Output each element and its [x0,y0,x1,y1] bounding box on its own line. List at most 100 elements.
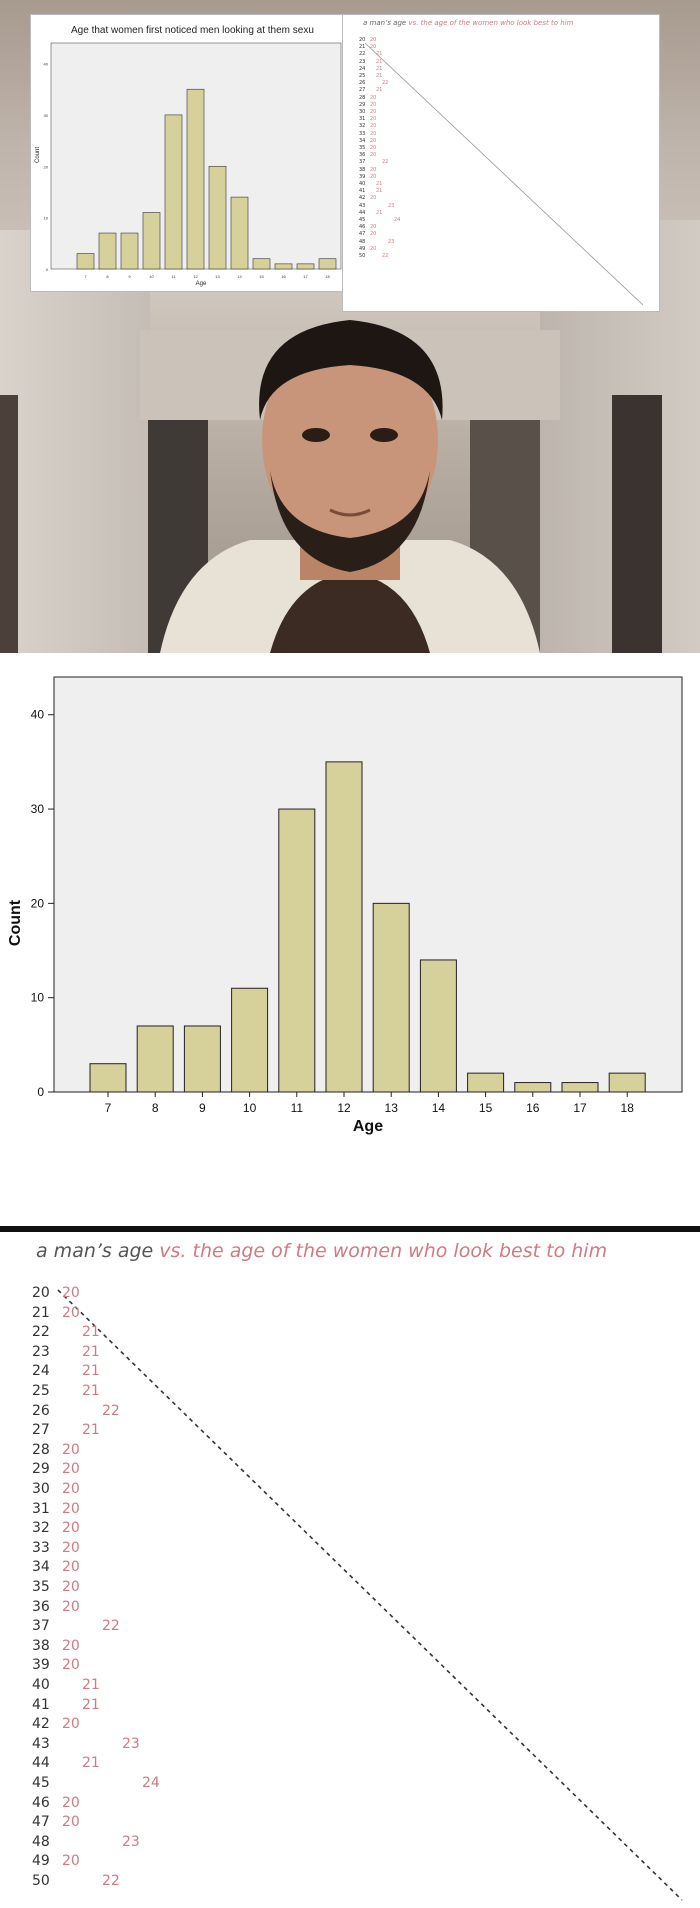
thumbnail-bar [274,263,293,270]
woman-age: 20 [370,152,377,159]
age-row: 49 20 [32,1852,80,1871]
thumbnail-bar [296,263,315,270]
bar-chart: Count Age 0 10 20 30 40 7 8 9 10 11 12 13 14 15 16 17 18 [7,676,683,1135]
thumbnail-bar [208,165,227,270]
y-axis-label: Count [7,899,24,946]
plot-area [53,676,683,1093]
age-row: 20 20 [359,37,376,44]
age-row: 50 22 [32,1872,120,1891]
woman-age: 21 [376,188,383,195]
thumbnail-bar [142,212,161,270]
age-row: 39 20 [32,1656,80,1675]
thumbnail-x-tick-label: 11 [171,274,176,279]
man-age: 42 [32,1716,50,1733]
woman-age: 20 [370,94,377,101]
woman-age: 22 [382,159,389,166]
age-row: 31 20 [32,1500,80,1519]
age-row: 41 21 [359,188,382,195]
thumbnail-x-tick-label: 9 [128,274,131,279]
woman-age: 21 [82,1324,100,1341]
age-row: 33 20 [32,1539,80,1558]
age-row: 42 20 [32,1715,80,1734]
woman-age: 21 [82,1363,100,1380]
age-row: 50 22 [359,253,388,260]
x-tick-label: 16 [526,1101,540,1115]
man-age: 43 [32,1735,50,1752]
thumbnail-x-axis-label: Age [196,281,207,287]
bar [372,902,410,1093]
thumbnail-bar [76,253,95,270]
woman-age: 21 [82,1343,100,1360]
woman-age: 21 [376,87,383,94]
woman-age: 20 [62,1481,80,1497]
age-row: 43 23 [32,1735,140,1754]
thumbnail-bar [318,258,337,270]
age-row: 31 20 [359,116,376,123]
x-tick-label: 15 [479,1101,493,1115]
man-age: 40 [359,181,366,187]
man-age: 45 [359,217,366,223]
bar [231,987,269,1093]
man-age: 38 [32,1637,50,1654]
man-age: 41 [359,188,366,195]
age-row: 35 20 [359,145,376,152]
woman-age: 21 [376,65,383,72]
woman-age: 20 [370,130,377,137]
woman-age: 20 [370,231,377,238]
thumbnail-y-tick-label: 10 [44,216,49,221]
man-age: 31 [32,1500,50,1517]
bar [278,808,316,1093]
woman-age: 20 [62,1500,80,1517]
thumbnail-y-tick-label: 40 [44,62,49,67]
man-age: 29 [32,1461,50,1478]
section-divider [0,1226,700,1232]
woman-age: 21 [376,73,383,79]
man-age: 23 [32,1343,50,1360]
man-age: 27 [359,87,366,94]
y-tick-label: 10 [31,991,45,1005]
age-row: 26 22 [32,1402,120,1421]
x-axis-label: Age [353,1118,383,1135]
age-row: 22 21 [359,51,382,58]
man-age: 42 [359,195,366,202]
bar [183,1025,221,1093]
woman-age: 20 [370,137,377,144]
man-age: 45 [32,1775,50,1791]
age-row: 29 20 [359,102,376,109]
man-age: 48 [32,1833,50,1850]
thumbnail-x-tick-label: 12 [193,274,198,279]
age-row: 21 20 [359,44,376,51]
man-age: 34 [32,1559,50,1576]
man-age: 20 [359,37,366,43]
man-age: 26 [32,1402,50,1419]
man-age: 20 [32,1285,50,1301]
age-row: 48 23 [32,1833,140,1852]
woman-age: 20 [62,1637,80,1654]
woman-age: 20 [370,173,377,180]
x-tick-label: 13 [385,1101,399,1115]
x-tick-label: 9 [199,1101,206,1115]
thumbnail-x-tick-label: 17 [303,274,308,279]
thumbnail-x-tick-label: 14 [237,274,242,279]
woman-age: 22 [102,1402,120,1419]
age-row: 27 21 [359,87,382,94]
age-row: 32 20 [32,1519,80,1538]
y-tick-label: 30 [31,802,45,816]
age-row: 30 20 [359,109,376,116]
man-age: 24 [359,65,366,72]
thumbnail-bar [252,258,271,270]
thumbnail-x-tick-label: 18 [325,274,330,279]
woman-age: 22 [382,80,389,87]
woman-age: 22 [102,1618,120,1635]
bar [608,1072,646,1093]
woman-age: 22 [102,1873,120,1889]
thumbnail-chart-title: Age that women first noticed men looking… [71,25,314,36]
bar [561,1082,599,1093]
man-age: 23 [359,58,366,65]
woman-age: 23 [388,202,395,209]
bar [467,1072,505,1093]
age-row: 46 20 [359,224,376,231]
thumbnail-y-tick-label: 30 [44,113,49,118]
age-row: 32 20 [359,123,376,130]
thumbnail-bar [98,232,117,270]
